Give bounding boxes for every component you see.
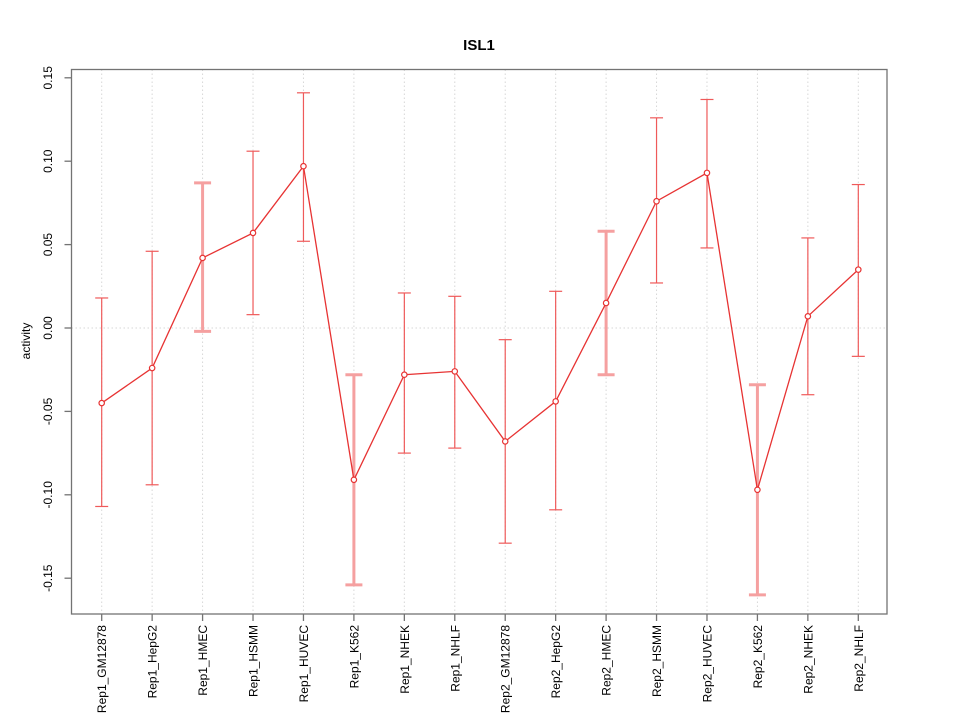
- y-tick-label: -0.10: [41, 481, 55, 509]
- data-point: [602, 299, 610, 307]
- data-point: [98, 399, 106, 407]
- y-tick-label: 0.10: [41, 149, 55, 173]
- y-tick-label: 0.05: [41, 233, 55, 257]
- y-tick-label: -0.15: [41, 564, 55, 592]
- y-tick-label: 0.00: [41, 316, 55, 340]
- x-tick-label: Rep1_NHEK: [398, 625, 412, 694]
- x-tick-label: Rep2_HMEC: [600, 625, 614, 696]
- data-point: [854, 266, 862, 273]
- x-tick-label: Rep1_HepG2: [146, 625, 160, 699]
- x-tick-label: Rep1_HSMM: [247, 625, 261, 697]
- x-tick-label: Rep2_NHEK: [801, 625, 815, 694]
- data-point: [552, 398, 559, 405]
- data-point: [754, 486, 761, 494]
- x-tick-label: Rep1_GM12878: [95, 625, 109, 713]
- data-point: [199, 254, 206, 262]
- x-tick-label: Rep1_HMEC: [196, 625, 210, 696]
- x-tick-label: Rep2_HUVEC: [700, 625, 714, 703]
- x-tick-label: Rep2_NHLF: [852, 625, 866, 692]
- chart-title: ISL1: [463, 37, 495, 54]
- data-line: [101, 164, 859, 490]
- x-tick-label: Rep2_HSMM: [650, 625, 664, 697]
- data-point: [653, 197, 660, 205]
- data-point: [703, 169, 711, 177]
- data-point: [350, 476, 358, 484]
- data-point: [401, 371, 408, 379]
- data-point: [451, 368, 459, 375]
- data-point: [501, 438, 509, 445]
- x-tick-label: Rep2_GM12878: [499, 625, 513, 713]
- x-tick-label: Rep1_K562: [347, 625, 361, 689]
- y-tick-label: 0.15: [41, 66, 55, 90]
- data-point: [300, 162, 307, 170]
- x-tick-label: Rep2_HepG2: [549, 625, 563, 699]
- x-tick-label: Rep2_K562: [751, 625, 765, 689]
- data-point: [148, 364, 156, 372]
- x-tick-label: Rep1_NHLF: [448, 625, 462, 692]
- y-tick-label: -0.05: [41, 397, 55, 425]
- plot-box: [70, 68, 888, 615]
- x-tick-label: Rep1_HUVEC: [297, 625, 311, 703]
- data-point: [804, 313, 812, 320]
- data-point: [249, 229, 257, 237]
